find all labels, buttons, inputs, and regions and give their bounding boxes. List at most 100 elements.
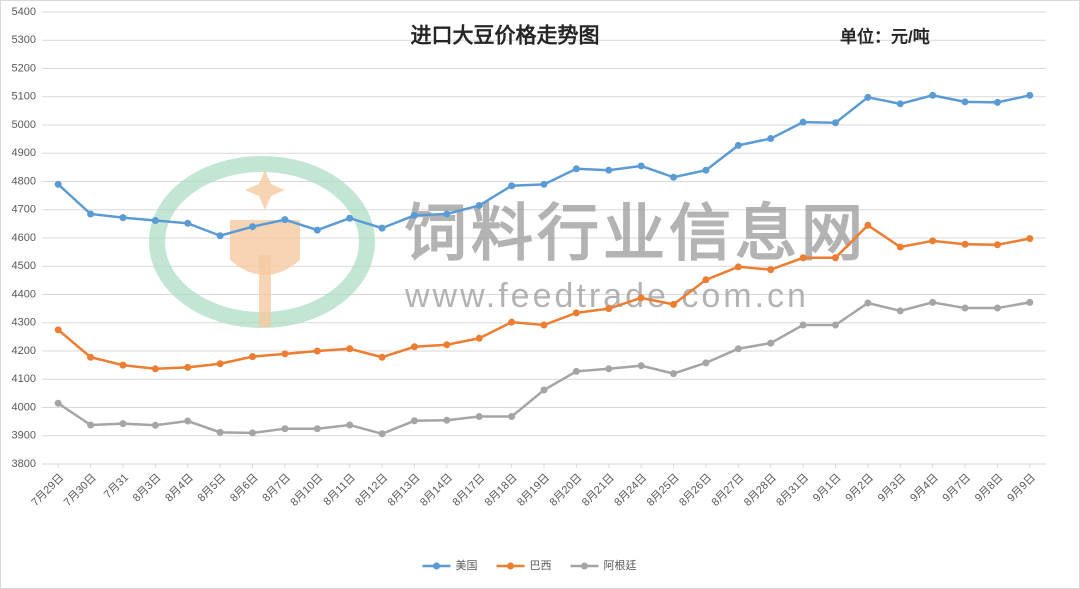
data-point	[961, 304, 969, 312]
data-point	[119, 420, 127, 428]
data-point	[378, 224, 386, 232]
data-point	[605, 305, 613, 313]
data-point	[87, 210, 95, 218]
data-point	[119, 361, 127, 369]
data-point	[831, 254, 839, 262]
data-point	[281, 216, 289, 224]
data-point	[1026, 91, 1034, 99]
data-point	[184, 417, 192, 425]
y-tick-label: 4100	[12, 373, 36, 385]
data-point	[864, 299, 872, 307]
data-point	[151, 365, 159, 373]
data-point	[151, 216, 159, 224]
data-point	[864, 93, 872, 101]
legend-marker	[507, 562, 514, 570]
data-point	[410, 417, 418, 425]
data-point	[443, 416, 451, 424]
data-point	[572, 367, 580, 375]
data-point	[87, 421, 95, 429]
data-point	[216, 232, 224, 240]
data-point	[767, 135, 775, 143]
data-point	[896, 307, 904, 315]
data-point	[670, 300, 678, 308]
y-tick-label: 4600	[12, 232, 36, 244]
legend-label: 巴西	[530, 560, 552, 572]
y-tick-label: 3900	[12, 430, 36, 442]
y-tick-label: 3800	[12, 458, 36, 470]
legend-marker	[433, 562, 440, 570]
data-point	[993, 241, 1001, 249]
legend-label: 阿根廷	[604, 558, 637, 572]
data-point	[637, 362, 645, 370]
data-point	[184, 219, 192, 227]
data-point	[87, 353, 95, 361]
data-point	[508, 318, 516, 326]
data-point	[443, 341, 451, 349]
data-point	[637, 294, 645, 302]
data-point	[1026, 298, 1034, 306]
data-point	[216, 428, 224, 436]
data-point	[54, 180, 62, 188]
data-point	[670, 370, 678, 378]
watermark-logo	[149, 156, 375, 328]
data-point	[378, 430, 386, 438]
data-point	[734, 345, 742, 353]
data-point	[572, 309, 580, 317]
data-point	[281, 425, 289, 433]
data-point	[346, 214, 354, 222]
data-point	[540, 321, 548, 329]
data-point	[54, 399, 62, 407]
data-point	[540, 180, 548, 188]
y-tick-label: 5200	[12, 62, 36, 74]
y-tick-label: 4400	[12, 288, 36, 300]
watermark-text: 饲料行业信息网	[405, 199, 867, 268]
data-point	[249, 429, 257, 437]
data-point	[734, 141, 742, 149]
data-point	[1026, 235, 1034, 243]
data-point	[346, 421, 354, 429]
data-point	[864, 221, 872, 229]
data-point	[702, 166, 710, 174]
y-tick-label: 4300	[12, 317, 36, 329]
data-point	[410, 343, 418, 351]
data-point	[896, 100, 904, 108]
data-point	[249, 223, 257, 231]
data-point	[119, 214, 127, 222]
data-point	[734, 263, 742, 271]
y-tick-label: 5300	[12, 34, 36, 46]
data-point	[249, 353, 257, 361]
y-tick-label: 5100	[12, 91, 36, 103]
data-point	[993, 304, 1001, 312]
data-point	[378, 353, 386, 361]
data-point	[831, 321, 839, 329]
data-point	[993, 98, 1001, 106]
data-point	[410, 211, 418, 219]
data-point	[475, 202, 483, 210]
data-point	[670, 173, 678, 181]
data-point	[702, 359, 710, 367]
data-point	[281, 350, 289, 358]
data-point	[54, 326, 62, 334]
data-point	[508, 182, 516, 190]
data-point	[313, 425, 321, 433]
unit-label: 单位：元/吨	[840, 26, 930, 46]
data-point	[799, 254, 807, 262]
data-point	[961, 240, 969, 248]
data-point	[605, 365, 613, 373]
data-point	[313, 226, 321, 234]
data-point	[475, 413, 483, 421]
data-point	[475, 334, 483, 342]
data-point	[637, 162, 645, 170]
y-tick-label: 4700	[12, 204, 36, 216]
data-point	[767, 339, 775, 347]
data-point	[961, 98, 969, 106]
y-tick-label: 4800	[12, 175, 36, 187]
data-point	[572, 165, 580, 173]
data-point	[216, 360, 224, 368]
data-point	[767, 266, 775, 274]
y-tick-label: 4900	[12, 147, 36, 159]
legend-marker	[581, 562, 588, 570]
data-point	[184, 363, 192, 371]
data-point	[896, 243, 904, 251]
